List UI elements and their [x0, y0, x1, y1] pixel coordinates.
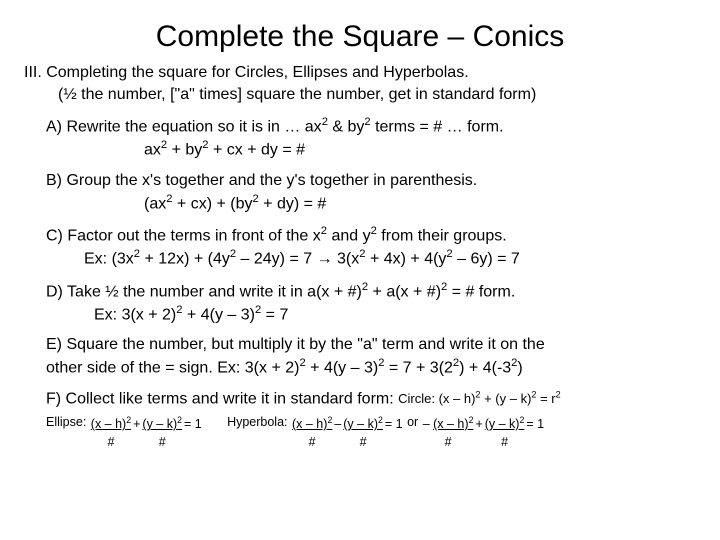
step-b: B) Group the x's together and the y's to… [46, 172, 696, 190]
step-c-example: Ex: (3x2 + 12x) + (4y2 – 24y) = 7 → 3(x2… [84, 248, 696, 268]
intro-line-2: (½ the number, ["a" times] square the nu… [58, 86, 696, 104]
intro-line-1: III. Completing the square for Circles, … [24, 64, 696, 82]
hyperbola-formula-2: – (x – h)2 + (y – k)2 = 1 ## [422, 414, 545, 451]
step-d-example: Ex: 3(x + 2)2 + 4(y – 3)2 = 7 [94, 304, 696, 324]
step-e-line2: other side of the = sign. Ex: 3(x + 2)2 … [46, 357, 696, 377]
step-d: D) Take ½ the number and write it in a(x… [46, 281, 696, 301]
or-text: or [407, 415, 422, 429]
step-a-equation: ax2 + by2 + cx + dy = # [144, 139, 696, 159]
step-b-equation: (ax2 + cx) + (by2 + dy) = # [144, 193, 696, 213]
step-a: A) Rewrite the equation so it is in … ax… [46, 116, 696, 136]
step-e-line1: E) Square the number, but multiply it by… [46, 336, 696, 354]
formulas-row: Ellipse: (x – h)2 + (y – k)2 = 1 ## Hype… [46, 414, 696, 451]
hyperbola-formula-1: (x – h)2 – (y – k)2 = 1 ## [291, 414, 404, 451]
ellipse-label: Ellipse: [46, 415, 90, 429]
ellipse-formula: (x – h)2 + (y – k)2 = 1 ## [90, 414, 203, 451]
hyperbola-label: Hyperbola: [227, 415, 291, 429]
step-f: F) Collect like terms and write it in st… [46, 390, 696, 408]
page-title: Complete the Square – Conics [24, 20, 696, 54]
step-c: C) Factor out the terms in front of the … [46, 225, 696, 245]
